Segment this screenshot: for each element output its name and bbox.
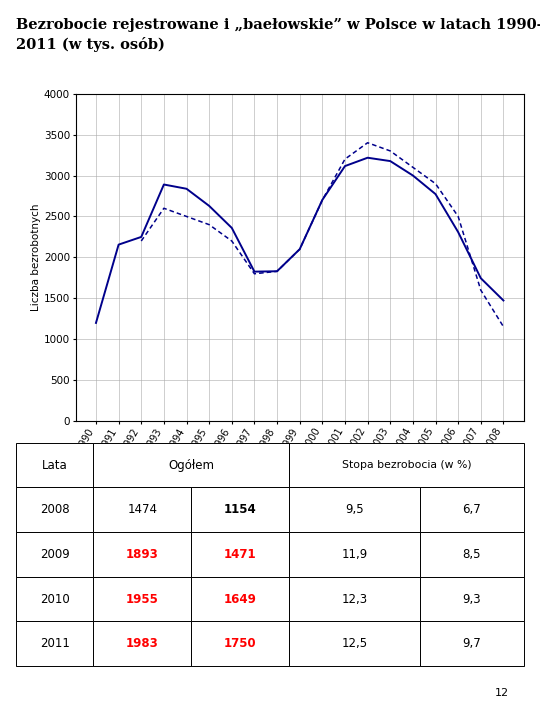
Text: 6,7: 6,7 xyxy=(462,503,481,516)
Text: 1983: 1983 xyxy=(126,637,159,650)
Text: 2011: 2011 xyxy=(40,637,70,650)
Legend: bezrobocie rejestrowane, BAEL: bezrobocie rejestrowane, BAEL xyxy=(163,514,436,532)
Text: Lata: Lata xyxy=(42,459,68,472)
Text: 1471: 1471 xyxy=(224,548,256,561)
Text: 1750: 1750 xyxy=(224,637,256,650)
Text: Stopa bezrobocia (w %): Stopa bezrobocia (w %) xyxy=(342,460,471,470)
Text: 12: 12 xyxy=(495,688,509,698)
Text: 9,5: 9,5 xyxy=(345,503,364,516)
Text: 9,7: 9,7 xyxy=(462,637,481,650)
Text: Ogółem: Ogółem xyxy=(168,459,214,472)
Text: 11,9: 11,9 xyxy=(341,548,368,561)
Text: Bezrobocie rejestrowane i „baełowskie” w Polsce w latach 1990–
2011 (w tys. osób: Bezrobocie rejestrowane i „baełowskie” w… xyxy=(16,18,540,52)
Text: 1474: 1474 xyxy=(127,503,157,516)
Text: 9,3: 9,3 xyxy=(463,593,481,606)
Text: 2010: 2010 xyxy=(40,593,70,606)
Text: 2008: 2008 xyxy=(40,503,70,516)
Text: 1955: 1955 xyxy=(126,593,159,606)
Text: 1649: 1649 xyxy=(224,593,256,606)
Text: 1893: 1893 xyxy=(126,548,159,561)
Text: 8,5: 8,5 xyxy=(463,548,481,561)
Text: 12,5: 12,5 xyxy=(341,637,368,650)
Text: 1154: 1154 xyxy=(224,503,256,516)
Text: 2009: 2009 xyxy=(40,548,70,561)
Y-axis label: Liczba bezrobotnych: Liczba bezrobotnych xyxy=(31,204,41,311)
Text: 12,3: 12,3 xyxy=(341,593,368,606)
